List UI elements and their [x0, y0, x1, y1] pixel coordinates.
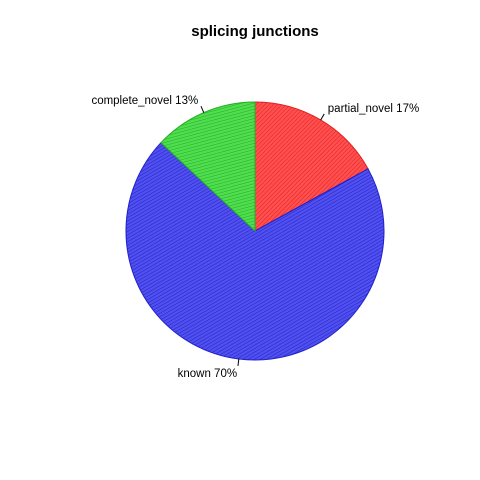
pie-slice: [125, 141, 385, 361]
chart-title: splicing junctions: [191, 23, 319, 40]
leader-line: [320, 113, 325, 121]
pie-slices: [125, 101, 385, 361]
leader-line: [200, 105, 205, 113]
slice-label: known 70%: [178, 368, 237, 380]
pie-slice: [254, 101, 369, 232]
slice-label: complete_novel 13%: [91, 95, 198, 107]
leader-line: [237, 358, 240, 366]
pie-labels: partial_novel 17% known 70% complete_novel…: [91, 95, 419, 380]
slice-label: partial_novel 17%: [328, 103, 419, 115]
